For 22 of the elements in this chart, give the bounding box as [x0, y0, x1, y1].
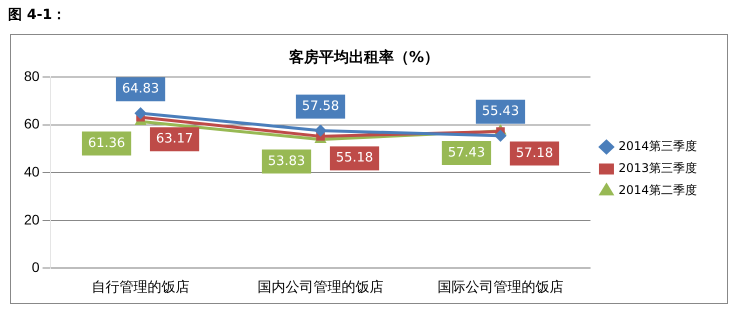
x-tick-label: 国际公司管理的饭店	[437, 278, 564, 294]
chart-title: 客房平均出租率（%）	[288, 48, 440, 66]
y-tick-label: 20	[24, 211, 40, 228]
x-tick-label: 自行管理的饭店	[92, 278, 190, 294]
data-label: 57.58	[302, 98, 340, 114]
data-label: 55.43	[482, 104, 520, 120]
y-tick-label: 40	[24, 163, 40, 180]
data-label: 55.18	[336, 150, 374, 166]
data-label: 53.83	[268, 154, 306, 169]
y-tick-label: 80	[24, 68, 40, 84]
data-label: 64.83	[122, 82, 160, 97]
data-label: 57.43	[448, 145, 486, 160]
y-tick-label: 0	[32, 259, 40, 276]
y-tick-label: 60	[24, 116, 40, 132]
legend-label: 2013第三季度	[618, 161, 698, 176]
legend-label: 2014第二季度	[618, 183, 698, 198]
legend-label: 2014第三季度	[618, 139, 698, 154]
caption: 图 4-1：	[8, 6, 66, 24]
data-label: 57.18	[516, 146, 554, 161]
x-tick-label: 国内公司管理的饭店	[258, 278, 384, 294]
data-label: 61.36	[88, 136, 126, 151]
data-label: 63.17	[156, 132, 194, 147]
